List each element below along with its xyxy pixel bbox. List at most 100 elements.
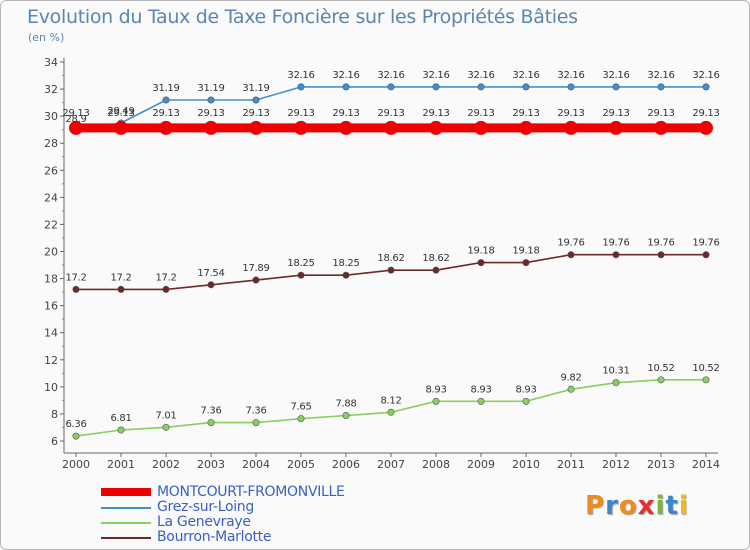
- data-label: 29.13: [512, 108, 539, 119]
- x-tick-label: 2011: [557, 458, 585, 471]
- data-point: [477, 83, 485, 91]
- data-label: 32.16: [422, 70, 449, 81]
- logo-letter: x: [637, 491, 656, 521]
- data-label: 8.93: [425, 384, 446, 395]
- data-point: [654, 120, 668, 135]
- data-label: 7.36: [200, 406, 221, 417]
- logo-letter: t: [665, 491, 679, 521]
- x-tick-label: 2002: [152, 458, 180, 471]
- data-point: [249, 120, 263, 135]
- data-point: [72, 432, 80, 440]
- x-tick-label: 2009: [467, 458, 495, 471]
- data-label: 17.2: [155, 272, 176, 283]
- data-point: [297, 83, 305, 91]
- data-point: [612, 83, 620, 91]
- x-tick-label: 2010: [512, 458, 540, 471]
- logo-letter: i: [655, 491, 666, 521]
- data-label: 19.76: [692, 238, 719, 249]
- y-tick-label: 22: [44, 218, 58, 231]
- y-tick-label: 28: [44, 137, 58, 150]
- y-tick-label: 14: [44, 327, 58, 340]
- x-tick-label: 2007: [377, 458, 405, 471]
- data-label: 29.49: [107, 106, 134, 117]
- data-point: [519, 120, 533, 135]
- data-label: 29.13: [377, 108, 404, 119]
- legend-swatch: [101, 507, 151, 509]
- data-point: [702, 376, 710, 384]
- data-point: [162, 423, 170, 431]
- data-label: 10.52: [692, 363, 719, 374]
- x-tick-label: 2006: [332, 458, 360, 471]
- data-point: [162, 96, 170, 104]
- data-label: 32.16: [377, 70, 404, 81]
- x-tick-label: 2005: [287, 458, 315, 471]
- chart-unit-label: (en %): [28, 31, 65, 44]
- data-point: [384, 120, 398, 135]
- y-tick-label: 6: [51, 435, 58, 448]
- data-point: [297, 415, 305, 423]
- chart-title: Evolution du Taux de Taxe Foncière sur l…: [27, 6, 578, 28]
- data-label: 32.16: [557, 70, 584, 81]
- data-label: 32.16: [692, 70, 719, 81]
- y-tick-label: 10: [44, 381, 58, 394]
- data-point: [474, 120, 488, 135]
- data-point: [387, 266, 395, 274]
- series-line-la-genevraye: [75, 378, 706, 437]
- data-point: [657, 376, 665, 384]
- data-label: 29.13: [602, 108, 629, 119]
- data-point: [252, 96, 260, 104]
- data-label: 8.93: [470, 384, 491, 395]
- x-tick-label: 2014: [692, 458, 720, 471]
- data-point: [657, 251, 665, 259]
- data-label: 17.2: [110, 272, 131, 283]
- y-tick-label: 18: [44, 273, 58, 286]
- data-label: 28.9: [65, 114, 86, 125]
- data-label: 17.54: [197, 268, 224, 279]
- x-tick-label: 2000: [62, 458, 90, 471]
- data-label: 29.13: [107, 108, 134, 119]
- data-label: 8.93: [515, 384, 536, 395]
- y-tick-label: 34: [44, 56, 58, 69]
- data-label: 17.2: [65, 272, 86, 283]
- data-label: 29.13: [467, 108, 494, 119]
- legend-label: La Genevraye: [157, 514, 251, 530]
- data-point: [342, 412, 350, 420]
- legend-swatch: [101, 488, 151, 496]
- data-point: [204, 120, 218, 135]
- y-tick-label: 24: [44, 191, 58, 204]
- data-label: 32.16: [647, 70, 674, 81]
- data-label: 9.82: [560, 372, 581, 383]
- data-label: 32.16: [467, 70, 494, 81]
- data-label: 32.16: [332, 70, 359, 81]
- data-label: 32.16: [602, 70, 629, 81]
- data-label: 19.76: [602, 238, 629, 249]
- data-point: [162, 285, 170, 293]
- logo-letter: o: [618, 491, 638, 521]
- y-tick-label: 20: [44, 246, 58, 259]
- data-label: 7.36: [245, 406, 266, 417]
- x-tick-label: 2001: [107, 458, 135, 471]
- data-point: [207, 96, 215, 104]
- data-label: 10.31: [602, 366, 629, 377]
- data-point: [342, 83, 350, 91]
- x-tick-label: 2004: [242, 458, 270, 471]
- data-label: 7.01: [155, 410, 176, 421]
- data-point: [522, 397, 530, 405]
- data-point: [342, 271, 350, 279]
- data-label: 18.25: [332, 258, 359, 269]
- data-point: [612, 251, 620, 259]
- y-tick-label: 12: [44, 354, 58, 367]
- data-point: [252, 419, 260, 427]
- data-point: [432, 397, 440, 405]
- data-label: 19.18: [467, 246, 494, 257]
- data-label: 10.52: [647, 363, 674, 374]
- x-tick-label: 2008: [422, 458, 450, 471]
- data-point: [159, 120, 173, 135]
- data-label: 18.62: [422, 253, 449, 264]
- data-point: [207, 419, 215, 427]
- data-point: [702, 251, 710, 259]
- legend-swatch: [101, 537, 151, 539]
- data-point: [387, 408, 395, 416]
- data-point: [522, 83, 530, 91]
